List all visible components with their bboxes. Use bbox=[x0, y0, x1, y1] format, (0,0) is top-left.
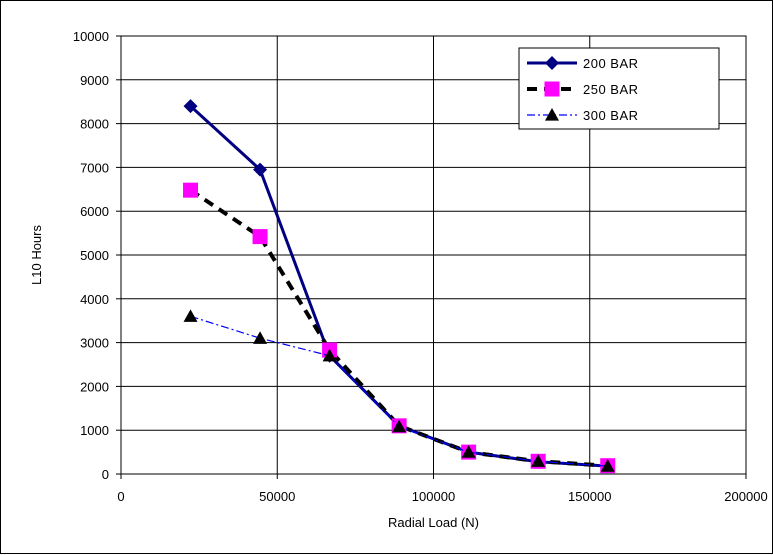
point-300-bar bbox=[461, 445, 476, 458]
legend-label-1: 250 BAR bbox=[583, 82, 639, 97]
axis-layer: 0 1000 2000 3000 4000 5000 6000 7000 8000 9000 100… bbox=[73, 29, 768, 504]
y-tick-label: 10000 bbox=[73, 29, 109, 44]
y-tick-label: 4000 bbox=[80, 292, 109, 307]
legend-label-0: 200 BAR bbox=[583, 56, 639, 71]
point-300-bar bbox=[183, 309, 198, 322]
point-300-bar bbox=[545, 108, 559, 121]
x-tick-label: 0 bbox=[117, 489, 124, 504]
y-tick-label: 3000 bbox=[80, 336, 109, 351]
x-tick-label: 50000 bbox=[259, 489, 295, 504]
point-200-bar bbox=[545, 56, 559, 70]
legend: 200 BAR 250 BAR 300 BAR bbox=[518, 47, 720, 130]
y-tick-label: 1000 bbox=[80, 423, 109, 438]
x-axis-title: Radial Load (N) bbox=[388, 515, 479, 530]
series-line-0 bbox=[189, 104, 608, 468]
x-tick-label: 150000 bbox=[568, 489, 611, 504]
y-tick-label: 9000 bbox=[80, 73, 109, 88]
point-300-bar bbox=[253, 331, 268, 344]
y-tick-label: 0 bbox=[102, 467, 109, 482]
point-300-bar bbox=[322, 348, 337, 362]
point-200-bar bbox=[183, 99, 198, 114]
point-250-bar bbox=[183, 182, 199, 198]
point-200-bar bbox=[253, 162, 268, 177]
y-tick-label: 2000 bbox=[80, 379, 109, 394]
x-tick-label: 100000 bbox=[412, 489, 455, 504]
y-tick-label: 5000 bbox=[80, 248, 109, 263]
point-300-bar bbox=[392, 419, 407, 433]
point-250-bar bbox=[252, 229, 268, 245]
series-2 bbox=[183, 309, 615, 472]
y-tick-label: 7000 bbox=[80, 160, 109, 175]
series-layer bbox=[183, 99, 616, 474]
point-300-bar bbox=[600, 459, 615, 472]
x-tick-label: 200000 bbox=[724, 489, 767, 504]
legend-label-2: 300 BAR bbox=[583, 108, 639, 123]
point-300-bar bbox=[531, 454, 546, 467]
series-0 bbox=[183, 99, 615, 474]
point-250-bar bbox=[544, 81, 560, 97]
y-tick-label: 6000 bbox=[80, 204, 109, 219]
y-axis-title: L10 Hours bbox=[29, 225, 44, 285]
series-line-2 bbox=[190, 315, 608, 467]
y-tick-label: 8000 bbox=[80, 117, 109, 132]
